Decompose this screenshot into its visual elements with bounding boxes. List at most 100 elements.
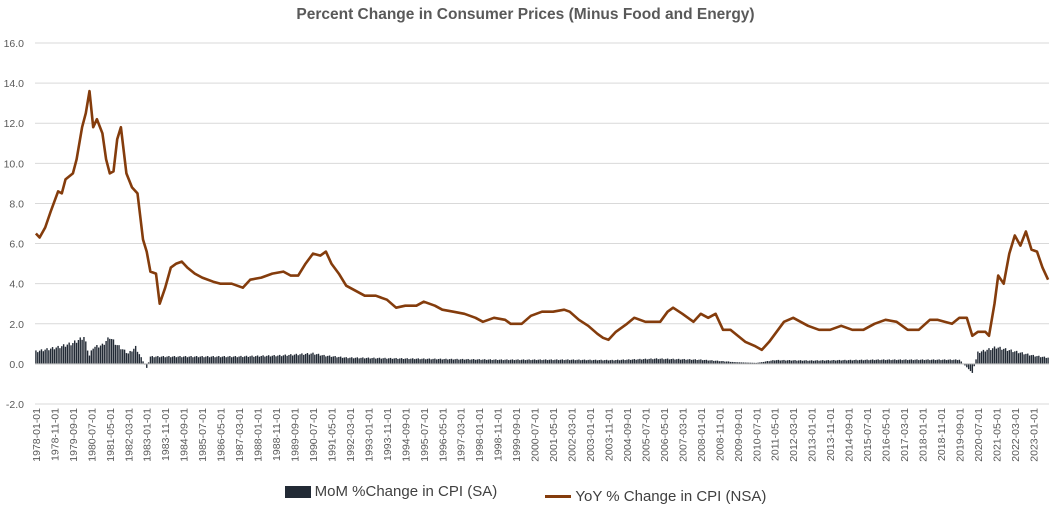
mom-bar (836, 360, 839, 364)
mom-bar (38, 350, 41, 364)
mom-bar (814, 360, 817, 364)
x-tick-label: 2001-05-01 (548, 408, 560, 462)
mom-bar (844, 359, 846, 364)
mom-bar (255, 356, 257, 364)
x-tick-label: 2004-09-01 (622, 408, 634, 462)
mom-bar (622, 359, 624, 364)
x-tick-label: 2013-11-01 (825, 408, 837, 461)
mom-bar (563, 360, 565, 364)
mom-bar (1025, 353, 1027, 364)
mom-bar (851, 360, 853, 364)
mom-bar (868, 360, 870, 364)
mom-bar (249, 356, 251, 364)
mom-bar (886, 359, 889, 364)
mom-bar (434, 358, 436, 364)
mom-bar (391, 358, 394, 364)
mom-bar (456, 358, 458, 364)
mom-bar (188, 356, 190, 364)
mom-bar (107, 337, 109, 364)
mom-bar (214, 357, 216, 364)
mom-bar (866, 359, 868, 364)
mom-bar (88, 355, 91, 364)
mom-bar (312, 352, 314, 364)
mom-bar (315, 354, 318, 364)
x-tick-label: 2017-03-01 (899, 408, 911, 462)
mom-bar (713, 360, 715, 364)
mom-bar (291, 355, 294, 364)
mom-bar (227, 356, 229, 364)
mom-bar (945, 360, 948, 364)
mom-bar (635, 359, 637, 364)
mom-bar (221, 356, 224, 364)
x-tick-label: 2011-05-01 (770, 408, 782, 461)
mom-bar (181, 357, 183, 364)
mom-bar (334, 356, 336, 364)
mom-bar (812, 360, 815, 364)
mom-bar (136, 351, 139, 364)
x-tick-label: 1996-05-01 (437, 408, 449, 462)
mom-bar (133, 348, 135, 364)
y-tick-label: 10.0 (4, 158, 25, 170)
mom-bar (266, 355, 268, 364)
mom-bar (685, 359, 687, 364)
mom-bar (146, 363, 148, 368)
mom-bar (740, 362, 743, 364)
mom-bar (101, 343, 104, 364)
y-tick-label: 0.0 (9, 359, 24, 371)
mom-bar (762, 361, 765, 364)
mom-bar (64, 346, 67, 364)
mom-bar (120, 349, 122, 364)
mom-bar (317, 353, 320, 364)
mom-bar (694, 359, 697, 364)
mom-bar (875, 359, 878, 364)
mom-bar (757, 362, 759, 364)
x-tick-label: 2023-01-01 (1028, 408, 1040, 462)
mom-bar (775, 360, 778, 364)
mom-bar (862, 360, 865, 364)
mom-bar (271, 355, 274, 364)
mom-bar (1030, 355, 1033, 364)
mom-bar (639, 358, 641, 364)
mom-bar (910, 359, 913, 364)
mom-bar (236, 357, 238, 364)
mom-bar (397, 358, 399, 364)
mom-bar (365, 357, 368, 364)
x-tick-label: 1993-11-01 (382, 408, 394, 461)
mom-bar (755, 362, 757, 364)
mom-bar (984, 351, 986, 364)
mom-bar (834, 360, 837, 364)
mom-bar (330, 356, 333, 364)
x-tick-label: 2021-05-01 (991, 408, 1003, 462)
mom-bar (820, 360, 822, 364)
mom-bar (260, 355, 262, 364)
mom-bar (40, 349, 43, 364)
mom-bar (395, 357, 397, 364)
mom-bar (657, 359, 660, 364)
mom-bar (593, 359, 595, 364)
mom-bar (705, 359, 708, 364)
mom-bar (679, 359, 682, 364)
mom-bar (897, 359, 900, 364)
mom-bar (363, 358, 366, 364)
mom-bar (569, 360, 571, 364)
mom-bar (61, 346, 63, 364)
mom-bar (280, 356, 283, 364)
mom-bar (648, 358, 650, 364)
mom-bar (809, 360, 811, 364)
mom-bar (238, 356, 240, 364)
mom-bar (484, 359, 486, 364)
y-tick-label: 6.0 (9, 239, 24, 251)
mom-bar (818, 360, 820, 364)
mom-bar (290, 354, 292, 364)
mom-bar (617, 359, 619, 364)
mom-bar (761, 362, 763, 364)
mom-bar (858, 359, 861, 364)
mom-bar (557, 360, 560, 364)
mom-bar (803, 360, 805, 364)
mom-bar (718, 361, 721, 364)
mom-bar (127, 353, 129, 364)
x-tick-label: 2008-11-01 (714, 408, 726, 461)
mom-bar (1017, 353, 1020, 364)
mom-bar (277, 355, 279, 364)
mom-bar (426, 358, 429, 364)
